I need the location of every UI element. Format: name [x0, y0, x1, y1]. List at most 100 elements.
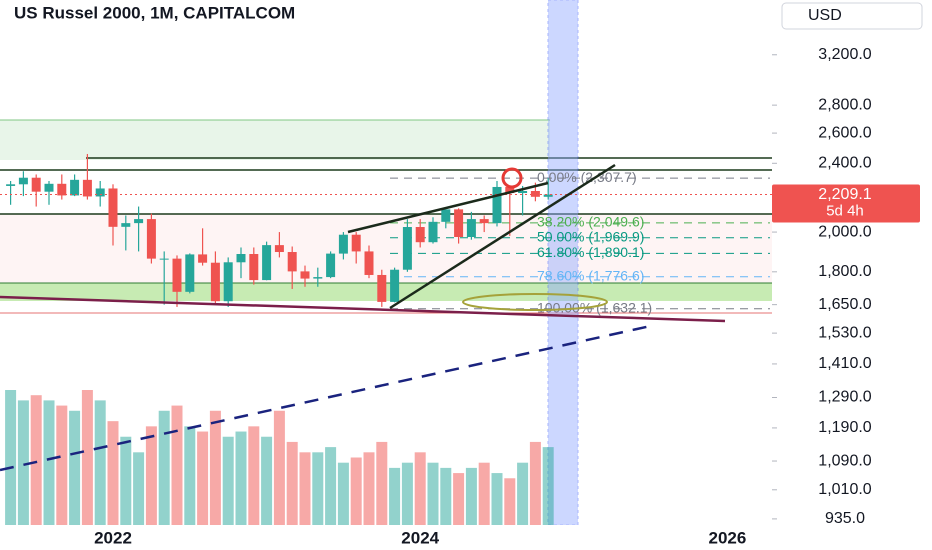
- y-tick-label: 2,800.0: [818, 96, 871, 113]
- candle-body: [146, 219, 156, 259]
- candle-body: [441, 209, 451, 222]
- volume-bar: [414, 452, 426, 525]
- zone-upper: [0, 120, 550, 160]
- trend-line: [389, 163, 616, 310]
- volume-bar: [453, 473, 465, 525]
- volume-bar: [184, 426, 196, 525]
- candle-body: [262, 245, 272, 281]
- candle-body: [159, 258, 169, 260]
- y-tick-label: 3,200.0: [818, 46, 871, 63]
- candle-body: [210, 262, 220, 302]
- candle-body: [454, 209, 464, 238]
- currency-button[interactable]: [781, 2, 923, 30]
- volume-bar: [427, 462, 439, 525]
- marker-circle: [501, 167, 523, 189]
- volume-bar: [350, 457, 362, 525]
- volume-bar: [273, 410, 285, 525]
- fib-label: 50.00% (1,969.9): [537, 228, 644, 244]
- volume-bar: [5, 390, 17, 525]
- candle-body: [505, 186, 515, 194]
- candle-body: [70, 179, 80, 196]
- candle-body: [134, 219, 144, 224]
- y-tick-label: 1,090.0: [818, 452, 871, 469]
- candle-body: [121, 223, 131, 227]
- volume-bar: [299, 452, 311, 525]
- volume-bar: [248, 426, 260, 525]
- y-tick-label: 2,400.0: [818, 155, 871, 172]
- volume-bar: [56, 405, 68, 525]
- candle-body: [326, 253, 336, 278]
- volume-bar: [542, 447, 554, 525]
- candle-body: [300, 271, 310, 279]
- candle-body: [57, 183, 67, 196]
- trend-line: [347, 181, 549, 234]
- volume-bar: [504, 478, 516, 525]
- candle-body: [428, 221, 438, 243]
- x-tick-label: 2026: [708, 528, 746, 547]
- y-tick-label: 1,800.0: [818, 263, 871, 280]
- volume-bar: [158, 410, 170, 525]
- chart-title: US Russel 2000, 1M, CAPITALCOM: [14, 3, 295, 22]
- fib-label: 61.80% (1,890.1): [537, 244, 644, 260]
- volume-bar: [325, 447, 337, 525]
- volume-bar: [261, 436, 273, 525]
- candle-body: [313, 277, 323, 279]
- candle-body: [236, 254, 246, 263]
- volume-bar: [465, 467, 477, 525]
- highlight-band: [547, 0, 579, 526]
- candle-body: [95, 188, 105, 197]
- candle-body: [492, 186, 502, 224]
- volume-bar: [529, 441, 541, 525]
- candle-body: [31, 177, 41, 192]
- candle-body: [249, 254, 259, 281]
- volume-bar: [120, 436, 132, 525]
- candle-body: [390, 269, 400, 302]
- volume-bar: [286, 441, 298, 525]
- last-price-box: [772, 184, 920, 223]
- volume-bar: [363, 452, 375, 525]
- candle-body: [172, 258, 182, 292]
- volume-bar: [440, 467, 452, 525]
- candle-body: [377, 274, 387, 302]
- volume-bar: [222, 436, 234, 525]
- candle-body: [82, 179, 92, 197]
- candle-body: [223, 262, 233, 302]
- countdown: 5d 4h: [826, 203, 864, 220]
- candle-body: [402, 227, 412, 270]
- candle-body: [185, 254, 195, 292]
- candle-body: [6, 184, 16, 186]
- volume-bar: [389, 467, 401, 525]
- candle-body: [518, 191, 528, 194]
- candle-body: [44, 183, 54, 192]
- volume-bar: [491, 473, 503, 525]
- candle-body: [543, 194, 553, 197]
- candle-body: [364, 251, 374, 275]
- candle-body: [530, 191, 540, 197]
- volume-bar: [107, 421, 119, 525]
- candle-body: [198, 254, 208, 263]
- candle-body: [351, 234, 361, 252]
- volume-bar: [30, 395, 42, 525]
- trend-line-dashed: [0, 323, 656, 472]
- y-tick-label: 1,190.0: [818, 419, 871, 436]
- candle-body: [479, 219, 489, 224]
- volume-bar: [145, 426, 157, 525]
- volume-bar: [312, 452, 324, 525]
- volume-bar: [401, 462, 413, 525]
- y-tick-label: 2,600.0: [818, 124, 871, 141]
- price-axis: [772, 0, 932, 550]
- volume-bar: [171, 405, 183, 525]
- candle-body: [108, 188, 118, 227]
- y-tick-label: 935.0: [825, 510, 865, 527]
- fib-label: 0.00% (2,307.7): [537, 169, 637, 185]
- volume-bar: [517, 462, 529, 525]
- candle-body: [415, 227, 425, 243]
- candle-body: [338, 234, 348, 254]
- volume-bar: [94, 400, 106, 525]
- y-tick-label: 2,000.0: [818, 223, 871, 240]
- volume-bar: [197, 431, 209, 525]
- currency: USD: [808, 7, 842, 24]
- candle-body: [466, 219, 476, 238]
- time-axis: [0, 525, 772, 550]
